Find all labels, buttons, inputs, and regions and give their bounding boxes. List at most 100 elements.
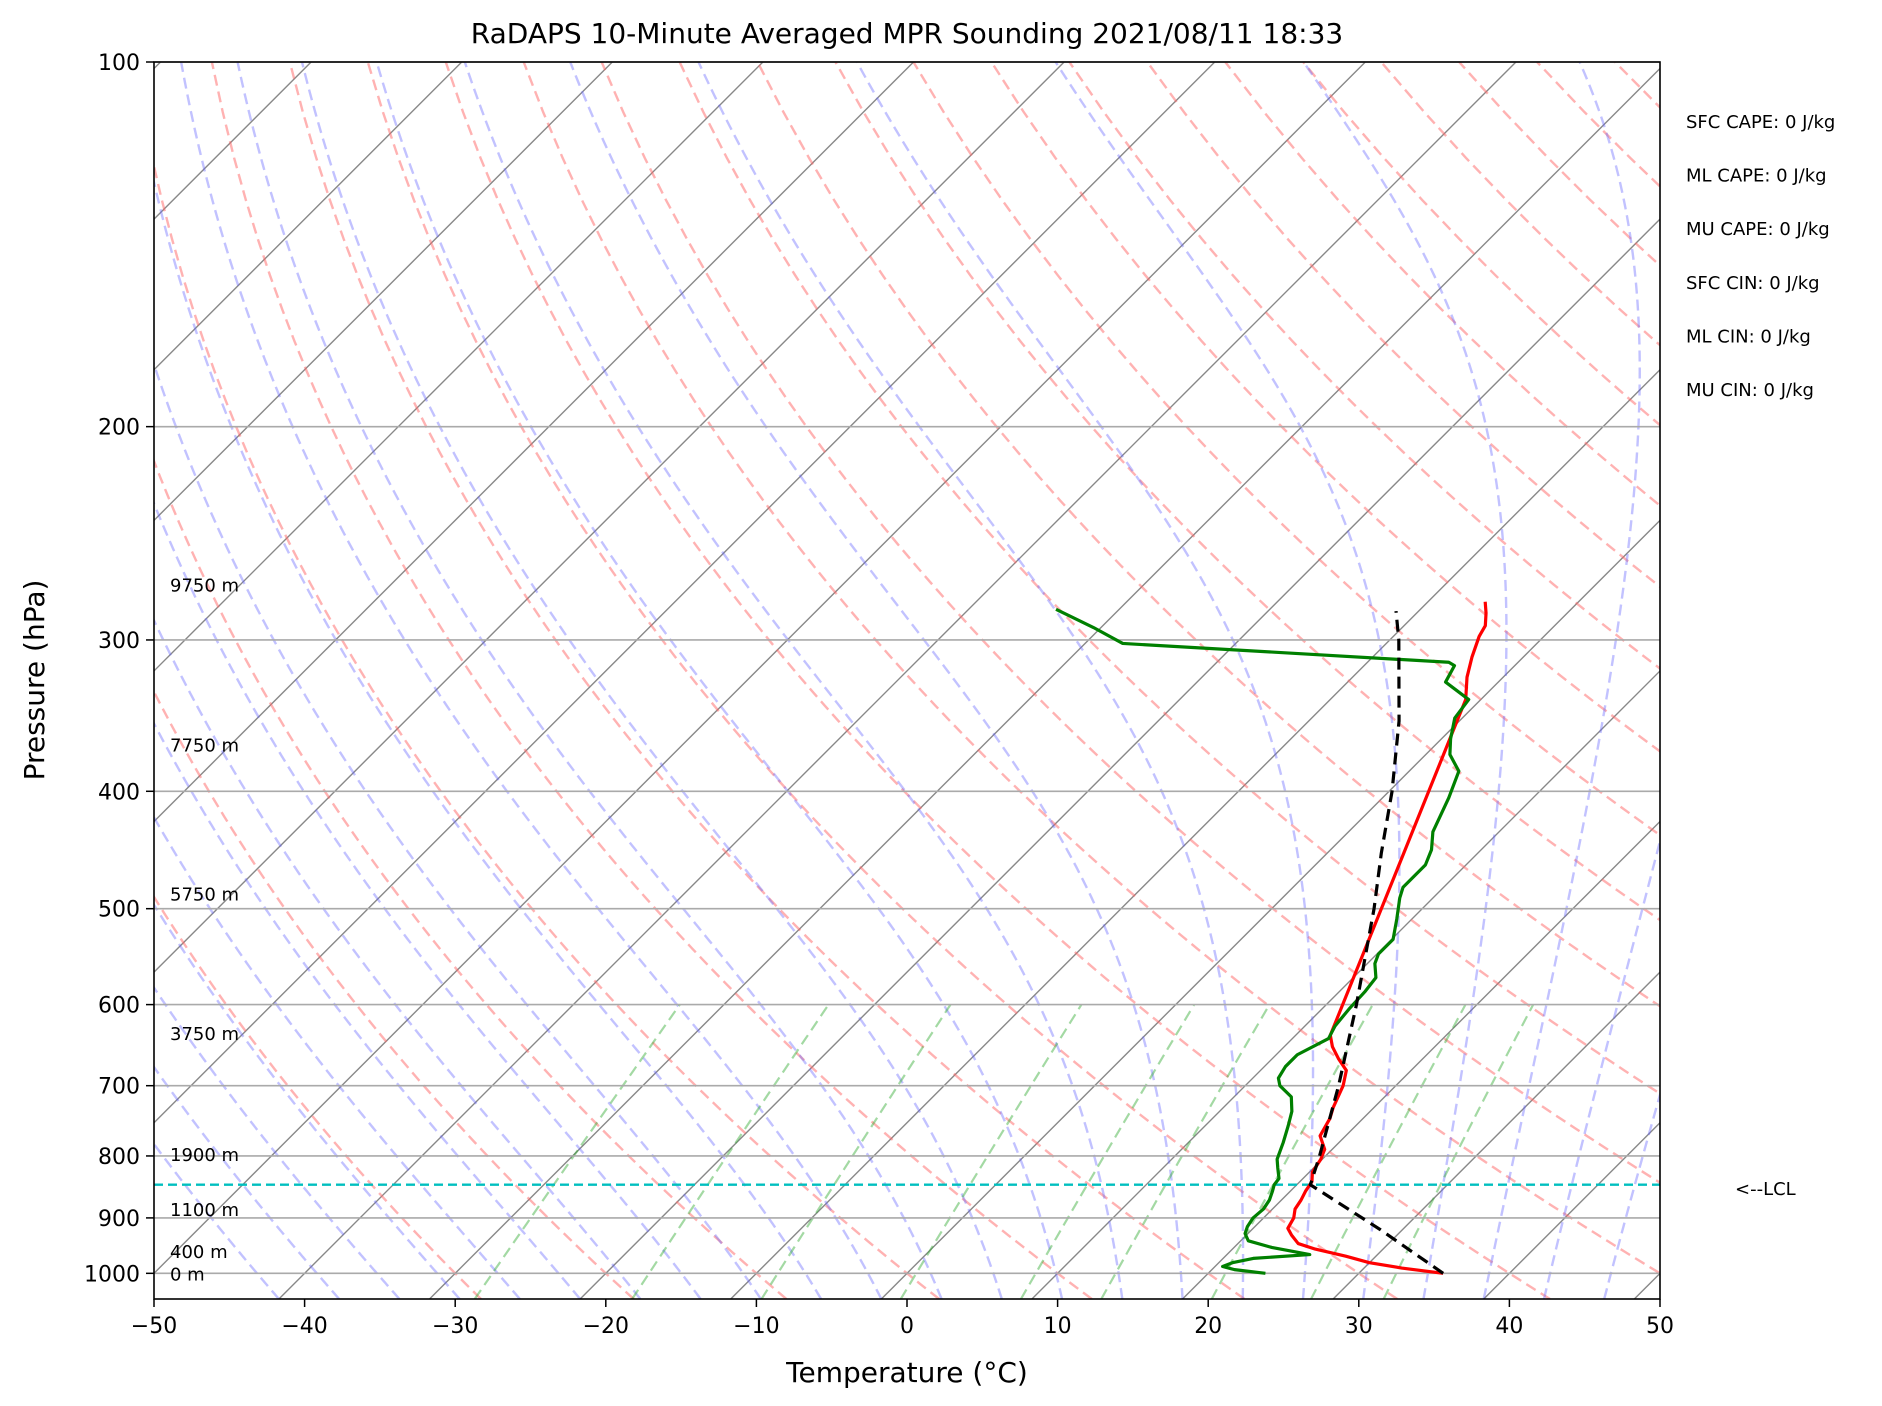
- mixing-ratio-line: [760, 1003, 952, 1299]
- moist-adiabat-line: [697, 62, 1245, 1299]
- isotherm-line: [278, 62, 1517, 1299]
- x-tick-label: 50: [1646, 1314, 1674, 1339]
- isotherm-line: [154, 62, 613, 522]
- moist-adiabat-line: [154, 176, 823, 1299]
- x-tick-label: 20: [1194, 1314, 1222, 1339]
- height-label: 400 m: [170, 1242, 228, 1263]
- y-tick-label: 300: [98, 629, 140, 654]
- x-tick-label: −40: [281, 1314, 327, 1339]
- dry-adiabat-line: [1302, 62, 1660, 427]
- y-tick-label: 600: [98, 994, 140, 1019]
- dry-adiabat-line: [678, 62, 1660, 1096]
- isotherm-line: [579, 218, 1660, 1299]
- dry-adiabat-line: [288, 62, 1246, 1299]
- background-lines: [0, 62, 1882, 1299]
- dry-adiabat-line: [366, 62, 1398, 1299]
- isotherm-line: [154, 62, 1065, 974]
- dry-adiabat-line: [522, 62, 1660, 1275]
- x-tick-label: −30: [432, 1314, 478, 1339]
- moist-adiabat-line: [1482, 62, 1641, 1299]
- mixing-ratio-line: [473, 1003, 681, 1299]
- moist-adiabat-line: [463, 62, 1124, 1299]
- height-label: 3750 m: [170, 1024, 239, 1045]
- moist-adiabat-line: [179, 62, 883, 1299]
- dry-adiabat-line: [154, 161, 940, 1299]
- y-axis: 100 200 300 400 500 600 700 800 900 1000: [84, 51, 154, 1287]
- stat-text: ML CAPE: 0 J/kg: [1686, 166, 1827, 187]
- dry-adiabat-line: [834, 62, 1660, 922]
- dry-adiabat-line: [154, 894, 482, 1299]
- moist-adiabat-line: [236, 62, 943, 1299]
- moist-adiabat-line: [154, 815, 521, 1299]
- stat-text: SFC CIN: 0 J/kg: [1686, 273, 1820, 294]
- x-tick-label: 0: [900, 1314, 914, 1339]
- moist-adiabat-line: [154, 1065, 341, 1299]
- stats-panel: SFC CAPE: 0 J/kg ML CAPE: 0 J/kg MU CAPE: …: [1686, 112, 1835, 401]
- height-label: 0 m: [170, 1264, 205, 1285]
- isotherm-line: [1785, 62, 1882, 1299]
- dry-adiabat-line: [154, 689, 635, 1299]
- stat-text: ML CIN: 0 J/kg: [1686, 326, 1811, 347]
- mixing-ratio-line: [1382, 1004, 1535, 1299]
- y-tick-label: 500: [98, 898, 140, 923]
- moist-adiabat-line: [154, 985, 401, 1299]
- chart-title: RaDAPS 10-Minute Averaged MPR Sounding 2…: [471, 17, 1343, 50]
- dry-adiabat-line: [600, 62, 1660, 1185]
- isotherm-line: [154, 62, 764, 672]
- dry-adiabat-line: [1146, 62, 1660, 589]
- x-axis: −50 −40 −30 −20 −10 0 10 20 30 40 50: [131, 1299, 1674, 1339]
- moist-adiabat-line: [154, 1142, 280, 1299]
- moist-adiabat-line: [154, 902, 461, 1299]
- x-tick-label: −20: [583, 1314, 629, 1339]
- lcl-label: <--LCL: [1735, 1179, 1796, 1200]
- moist-adiabat-line: [1603, 1090, 1660, 1299]
- isobar-grid: [154, 61, 1660, 1275]
- temperature-line: [1286, 601, 1488, 1275]
- isotherm-line: [1332, 971, 1660, 1299]
- moist-adiabat-line: [154, 617, 642, 1299]
- isotherm-line: [0, 62, 10, 1299]
- dewpoint-line: [1055, 607, 1471, 1275]
- stat-text: MU CAPE: 0 J/kg: [1686, 219, 1830, 240]
- y-axis-label: Pressure (hPa): [18, 580, 51, 781]
- y-tick-label: 400: [98, 780, 140, 805]
- isotherm-line: [154, 62, 1366, 1275]
- moist-adiabat-line: [1054, 62, 1401, 1299]
- dry-adiabat-line: [444, 62, 1551, 1299]
- mixing-ratio-line: [899, 1004, 1083, 1299]
- x-tick-label: −10: [733, 1314, 779, 1339]
- moist-adiabat-line: [154, 500, 702, 1299]
- moist-adiabat-line: [154, 360, 762, 1299]
- stat-text: SFC CAPE: 0 J/kg: [1686, 112, 1835, 133]
- isotherm-line: [1031, 669, 1660, 1299]
- moist-adiabat-line: [154, 721, 582, 1299]
- stat-text: MU CIN: 0 J/kg: [1686, 380, 1814, 401]
- height-label: 7750 m: [170, 736, 239, 757]
- moist-adiabat-line: [300, 62, 1003, 1299]
- isotherm-line: [154, 62, 463, 371]
- mixing-ratio-line: [1310, 1004, 1467, 1299]
- parcel-path-line: [1308, 610, 1445, 1275]
- moist-adiabat-line: [569, 62, 1184, 1299]
- height-label: 1100 m: [170, 1200, 239, 1221]
- height-label: 1900 m: [170, 1145, 239, 1166]
- y-tick-label: 900: [98, 1207, 140, 1232]
- moist-adiabat-line: [855, 62, 1315, 1299]
- moist-adiabat-line: [1302, 62, 1508, 1299]
- x-tick-label: −50: [131, 1314, 177, 1339]
- dry-adiabat-line: [154, 457, 788, 1299]
- isotherm-line: [880, 519, 1660, 1299]
- x-tick-label: 10: [1044, 1314, 1072, 1339]
- dry-adiabat-line: [756, 62, 1660, 1008]
- x-tick-label: 30: [1345, 1314, 1373, 1339]
- dry-adiabat-line: [912, 62, 1660, 837]
- mixing-ratio-line: [631, 1003, 830, 1299]
- plot-frame: [153, 61, 1661, 1300]
- height-label: 9750 m: [170, 576, 239, 597]
- dry-adiabat-line: [210, 62, 1093, 1299]
- x-tick-label: 40: [1495, 1314, 1523, 1339]
- moist-adiabat-line: [375, 62, 1064, 1299]
- mixing-ratio-line: [1210, 1004, 1374, 1299]
- series-group: [1055, 601, 1488, 1275]
